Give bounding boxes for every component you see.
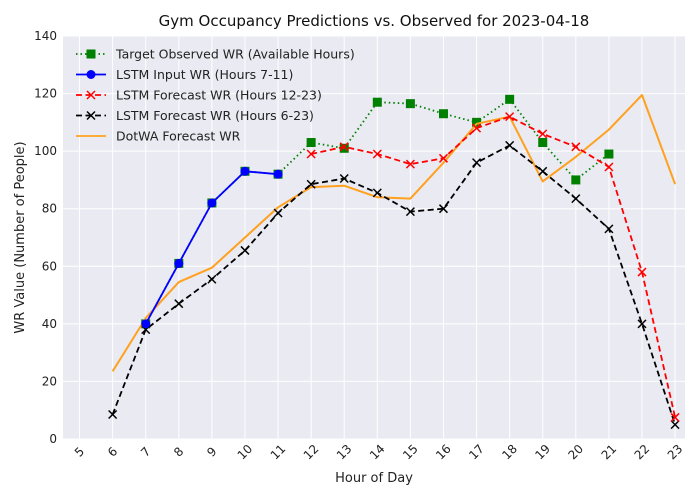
data-point bbox=[637, 267, 647, 277]
data-point bbox=[438, 153, 449, 163]
y-tick-label: 60 bbox=[42, 259, 57, 273]
y-tick-label: 100 bbox=[34, 144, 57, 158]
series-line bbox=[310, 115, 676, 418]
y-tick-label: 140 bbox=[34, 29, 57, 43]
data-point bbox=[240, 245, 250, 255]
data-point bbox=[571, 142, 581, 152]
legend-entry: LSTM Forecast WR (Hours 6-23) bbox=[76, 108, 314, 123]
data-point bbox=[306, 179, 316, 189]
data-point bbox=[438, 204, 449, 214]
legend-marker bbox=[86, 90, 96, 100]
legend: Target Observed WR (Available Hours) LSTM… bbox=[76, 47, 355, 144]
data-point bbox=[604, 149, 614, 159]
data-point bbox=[538, 129, 548, 139]
data-point bbox=[174, 258, 184, 268]
data-point bbox=[306, 149, 316, 159]
data-point bbox=[372, 149, 382, 159]
data-point bbox=[174, 299, 184, 309]
data-point bbox=[438, 109, 448, 119]
data-point bbox=[505, 94, 515, 104]
data-point bbox=[670, 412, 680, 422]
series-line bbox=[111, 144, 676, 425]
legend-entry: LSTM Input WR (Hours 7-11) bbox=[76, 67, 293, 82]
legend-label: LSTM Forecast WR (Hours 12-23) bbox=[116, 88, 322, 103]
legend-label: LSTM Input WR (Hours 7-11) bbox=[116, 67, 293, 82]
data-point bbox=[207, 274, 217, 284]
data-point bbox=[472, 158, 482, 168]
data-point bbox=[538, 138, 548, 148]
data-point bbox=[637, 319, 647, 329]
y-tick-label: 120 bbox=[34, 87, 57, 101]
series-3 bbox=[108, 140, 680, 430]
legend-marker bbox=[86, 49, 96, 59]
data-point bbox=[339, 142, 349, 152]
data-point bbox=[405, 159, 415, 169]
data-point bbox=[108, 410, 118, 420]
series-layer bbox=[108, 94, 680, 430]
y-tick-label: 20 bbox=[42, 374, 57, 388]
data-point bbox=[604, 162, 614, 172]
data-point bbox=[604, 224, 614, 234]
x-axis-label: Hour of Day bbox=[335, 471, 413, 486]
series-line bbox=[111, 94, 677, 372]
data-point bbox=[339, 143, 349, 153]
legend-label: DotWA Forecast WR bbox=[116, 129, 241, 144]
legend-label: Target Observed WR (Available Hours) bbox=[115, 47, 355, 62]
series-1 bbox=[141, 166, 283, 329]
data-point bbox=[273, 169, 283, 179]
data-point bbox=[372, 188, 382, 198]
data-point bbox=[306, 138, 316, 148]
data-point bbox=[207, 198, 217, 208]
data-point bbox=[240, 166, 250, 176]
series-4 bbox=[111, 94, 677, 372]
chart-title: Gym Occupancy Predictions vs. Observed f… bbox=[159, 12, 590, 30]
data-point bbox=[571, 175, 581, 185]
y-axis-ticks: 0 20 40 60 80 100 120 140 bbox=[34, 29, 57, 446]
data-point bbox=[505, 140, 515, 150]
legend-marker bbox=[86, 110, 96, 121]
data-point bbox=[405, 99, 415, 109]
data-point bbox=[505, 112, 515, 122]
data-point bbox=[670, 420, 680, 430]
y-axis-label: WR Value (Number of People) bbox=[13, 141, 28, 333]
y-tick-label: 80 bbox=[42, 202, 57, 216]
data-point bbox=[339, 173, 349, 184]
data-point bbox=[571, 194, 581, 204]
y-tick-label: 0 bbox=[49, 432, 57, 446]
data-point bbox=[538, 166, 548, 176]
data-point bbox=[372, 97, 382, 107]
series-2 bbox=[306, 112, 680, 422]
data-point bbox=[141, 319, 151, 329]
data-point bbox=[472, 123, 482, 133]
data-point bbox=[405, 207, 415, 217]
data-point bbox=[273, 208, 283, 218]
legend-label: LSTM Forecast WR (Hours 6-23) bbox=[116, 108, 314, 123]
legend-entry: Target Observed WR (Available Hours) bbox=[76, 47, 355, 62]
legend-entry: LSTM Forecast WR (Hours 12-23) bbox=[76, 88, 322, 103]
legend-marker bbox=[86, 70, 96, 79]
legend-entry: DotWA Forecast WR bbox=[76, 129, 241, 144]
data-point bbox=[472, 117, 482, 127]
y-tick-label: 40 bbox=[42, 317, 57, 331]
